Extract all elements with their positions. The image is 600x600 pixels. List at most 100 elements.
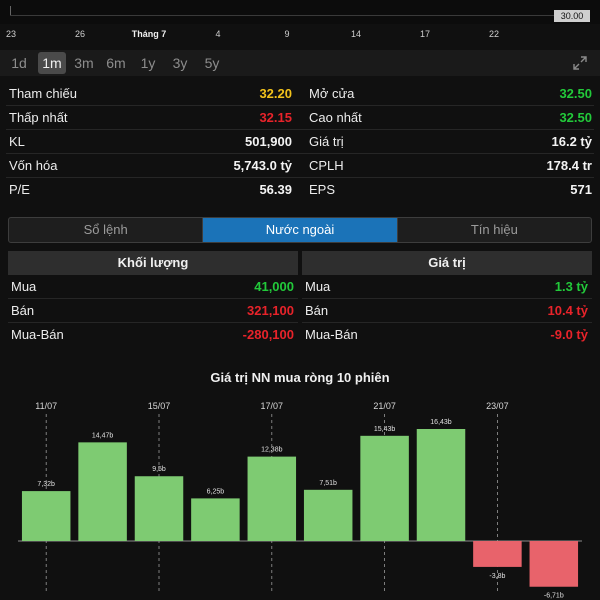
bar-value-label: 7,32b (37, 481, 55, 488)
table-row: Mua 41,000 (8, 275, 298, 299)
stat-row: KL 501,900 Giá trị 16.2 tỷ (0, 130, 600, 154)
stat-value: 32.50 (559, 110, 592, 125)
table-row: Mua-Bán -280,100 (8, 323, 298, 347)
stat-value: 32.15 (259, 110, 292, 125)
chart-bar (416, 429, 466, 541)
row-divider (6, 153, 594, 154)
row-label: Mua-Bán (305, 327, 358, 342)
stat-value: 5,743.0 tỷ (233, 158, 292, 173)
date-axis-label: Tháng 7 (131, 29, 167, 39)
net-buy-bar-chart: 11/07 7,32b 14,47b 15/07 9,5b 6,25b 17/07 12,38… (18, 401, 582, 600)
range-tab-1d[interactable]: 1d (11, 55, 27, 71)
chart-bar (191, 498, 240, 541)
x-tick-label: 15/07 (148, 401, 171, 411)
stat-value: 16.2 tỷ (551, 134, 592, 149)
chart-bar (21, 491, 71, 541)
range-tab-1y[interactable]: 1y (140, 55, 156, 71)
date-axis-label: 17 (419, 29, 431, 39)
foreign-volume-table: Khối lượng Mua 41,000 Bán 321,100 Mua-Bá… (8, 251, 298, 347)
table-row: Bán 10.4 tỷ (302, 299, 592, 323)
table-header: Khối lượng (8, 251, 298, 275)
row-label: Bán (11, 303, 35, 318)
row-value: 321,100 (247, 303, 294, 318)
date-axis-label: 9 (284, 29, 290, 39)
range-tab-6m[interactable]: 6m (106, 55, 126, 71)
row-label: Bán (305, 303, 329, 318)
chart-bar (247, 456, 297, 541)
row-divider (302, 298, 592, 299)
range-tab-3m[interactable]: 3m (74, 55, 94, 71)
stat-label: EPS (309, 182, 336, 197)
table-row: Mua-Bán -9.0 tỷ (302, 323, 592, 347)
chart-bar (529, 541, 579, 587)
date-axis-label: 26 (74, 29, 86, 39)
x-tick-label: 23/07 (486, 401, 509, 411)
stat-label: Vốn hóa (9, 158, 58, 173)
bar-value-label: 7,51b (319, 480, 337, 487)
foreign-value-table: Giá trị Mua 1.3 tỷ Bán 10.4 tỷ Mua-Bán -… (302, 251, 592, 347)
bar-value-label: 6,25b (207, 488, 225, 495)
row-value: 1.3 tỷ (554, 279, 588, 294)
stat-value: 56.39 (259, 182, 292, 197)
bar-value-label: 9,5b (152, 466, 166, 473)
stat-value: 571 (570, 182, 592, 197)
row-value: -280,100 (242, 327, 294, 342)
bar-value-label: 16,43b (430, 419, 452, 426)
stat-label: Cao nhất (309, 110, 362, 125)
stat-label: KL (9, 134, 25, 149)
stat-row: P/E 56.39 EPS 571 (0, 178, 600, 202)
tab-signals[interactable]: Tín hiệu (470, 222, 518, 237)
row-label: Mua (11, 279, 37, 294)
chart-bar (303, 489, 353, 541)
range-tab-1m[interactable]: 1m (38, 52, 66, 74)
stat-row: Tham chiếu 32.20 Mở cửa 32.50 (0, 82, 600, 106)
price-axis-tag: 30.00 (554, 10, 590, 22)
row-divider (302, 322, 592, 323)
row-divider (6, 129, 594, 130)
date-axis-label: 14 (350, 29, 362, 39)
stat-row: Vốn hóa 5,743.0 tỷ CPLH 178.4 tr (0, 154, 600, 178)
range-tab-5y[interactable]: 5y (204, 55, 220, 71)
stat-value: 501,900 (245, 134, 292, 149)
x-tick-label: 11/07 (35, 401, 57, 411)
stat-label: Tham chiếu (9, 86, 77, 101)
chart-bar (473, 541, 522, 567)
table-row: Bán 321,100 (8, 299, 298, 323)
mini-price-chart[interactable]: 30.00 (0, 0, 600, 24)
chart-bar (134, 476, 184, 541)
bar-value-label: 12,38b (261, 447, 283, 454)
row-label: Mua-Bán (11, 327, 64, 342)
stat-value: 178.4 tr (546, 158, 592, 173)
row-value: 41,000 (254, 279, 294, 294)
range-tab-3y[interactable]: 3y (172, 55, 188, 71)
range-tab-bar: 1d 1m 3m 6m 1y 3y 5y (0, 50, 600, 76)
bar-value-label: 15,43b (374, 426, 396, 433)
stat-label: Thấp nhất (9, 110, 68, 125)
bar-value-label: -3,8b (489, 573, 505, 580)
stat-label: Giá trị (309, 134, 344, 149)
chart-bar (78, 442, 127, 541)
date-axis-label: 22 (488, 29, 500, 39)
expand-icon[interactable] (572, 55, 588, 71)
bar-value-label: 14,47b (92, 432, 114, 439)
row-divider (8, 298, 298, 299)
bar-value-label: -6,71b (544, 593, 564, 600)
row-divider (6, 105, 594, 106)
date-axis-label: 23 (5, 29, 17, 39)
date-axis: 23 26 Tháng 7 4 9 14 17 22 (0, 24, 600, 46)
row-divider (6, 177, 594, 178)
chart-title: Giá trị NN mua ròng 10 phiên (210, 370, 390, 385)
row-label: Mua (305, 279, 331, 294)
table-header: Giá trị (302, 251, 592, 275)
chart-baseline (10, 15, 580, 16)
tab-foreign-trading[interactable]: Nước ngoài (203, 218, 398, 242)
chart-bar (360, 435, 409, 541)
tab-order-book[interactable]: Sổ lệnh (9, 218, 204, 242)
stat-value: 32.20 (259, 86, 292, 101)
stat-label: Mở cửa (309, 86, 355, 101)
row-value: -9.0 tỷ (550, 327, 588, 342)
row-divider (8, 322, 298, 323)
x-tick-label: 17/07 (261, 401, 284, 411)
chart-tick (10, 6, 11, 16)
stat-label: P/E (9, 182, 30, 197)
